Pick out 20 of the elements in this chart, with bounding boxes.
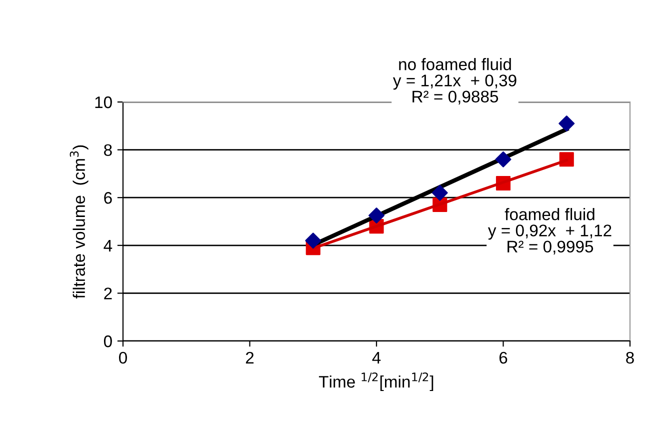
x-axis-title: Time $^{1/2}$[min$^{1/2}$] — [318, 372, 434, 392]
annotation: foamed fluid y = 0,92x + 1,12 R² = 0,9995 — [488, 208, 612, 254]
y-tick-label: 10 — [95, 96, 112, 108]
point — [432, 184, 448, 201]
y-tick-label: 2 — [104, 288, 112, 300]
annotation: no foamed fluid y = 1,21x + 0,39 R² = 0,9885 — [392, 58, 516, 104]
point — [305, 232, 322, 249]
y-tick-label: 8 — [104, 144, 112, 156]
point — [495, 151, 512, 168]
y-tick-label: 0 — [104, 335, 112, 348]
y-tick-label: 4 — [104, 240, 112, 252]
point — [368, 208, 384, 224]
x-tick-label: 0 — [119, 352, 127, 364]
x-tick-label: 8 — [626, 352, 634, 364]
x-tick-label: 6 — [499, 352, 508, 364]
point — [558, 116, 575, 132]
y-tick-label: 6 — [104, 192, 112, 204]
x-tick-label: 4 — [372, 352, 381, 364]
y-axis-title: filtrate volume (cm$^{3}$) — [70, 145, 88, 299]
x-tick-label: 2 — [246, 352, 254, 364]
